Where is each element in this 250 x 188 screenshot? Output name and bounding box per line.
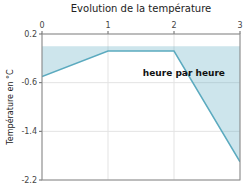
grid-line — [42, 131, 240, 132]
grid — [42, 34, 240, 180]
area — [42, 46, 240, 162]
plot-frame — [42, 34, 240, 180]
title: Evolution de la température — [71, 3, 211, 14]
tick-label: -2.2 — [21, 176, 37, 185]
tick-label: 0.2 — [24, 30, 37, 39]
plot-area — [42, 46, 240, 162]
tick-label: 3 — [237, 21, 242, 30]
grid-line — [174, 34, 175, 180]
annotation: heure par heure — [143, 68, 225, 78]
chart: Evolution de la température 0.2 -0.6 -1.4 -2… — [0, 0, 250, 188]
grid-line — [108, 34, 109, 180]
tick-label: 2 — [171, 21, 176, 30]
tick-label: -0.6 — [21, 78, 37, 87]
tick-label: 1 — [105, 21, 110, 30]
axis-label: Température en °C — [5, 69, 15, 146]
tick-label: -1.4 — [21, 127, 37, 136]
page: {"chart_data": {"type": "area", "title":… — [0, 0, 250, 188]
line — [42, 51, 240, 162]
tick-label: 0 — [39, 21, 44, 30]
